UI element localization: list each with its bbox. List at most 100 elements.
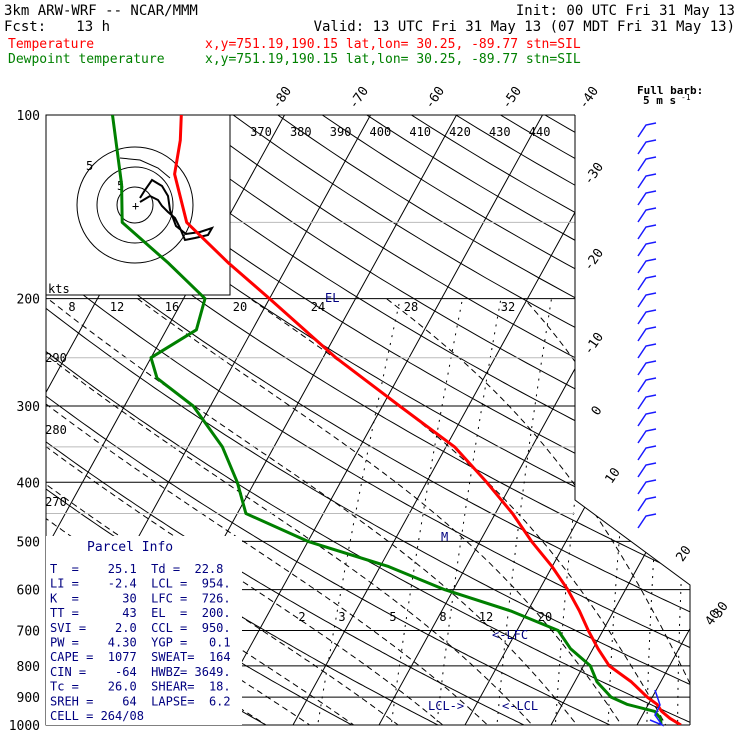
mixing-ratio-label: 20 [538,610,552,624]
parcel-info-row: TT = 43 EL = 200. [50,606,231,620]
isotherm-label: -20 [581,246,607,274]
wind-barbs [637,122,665,727]
dry-adiabat [46,115,690,725]
wind-key-title: Full barb: [637,84,703,97]
isotherm-label: 0 [589,403,606,418]
mixing-ratio-label: 24 [311,300,325,314]
mixing-ratio-line [554,298,601,725]
isotherm [199,115,551,725]
mixing-ratio-line [646,298,677,725]
mixing-ratio-label: 8 [68,300,75,314]
pressure-tick-label: 900 [17,691,40,706]
wind-barb [637,224,657,240]
wind-barb [637,428,657,444]
wind-key-value: 5 m s [643,94,676,107]
wind-barb [637,292,657,308]
plot-frame [574,115,691,725]
wind-barb [637,190,657,206]
dry-adiabat [46,115,639,725]
isotherm-label: 30 [710,599,731,620]
mixing-ratio-line [495,298,552,725]
moist-adiabat [46,298,502,725]
dry-adiabat [46,115,551,725]
wind-barb [637,326,657,342]
theta-label: 290 [45,351,67,365]
wind-barb [637,207,657,223]
wind-key-exponent: -1 [681,93,691,102]
parcel-info-row: PW = 4.30 YGP = 0.1 [50,636,231,650]
mixing-ratio-line [389,298,463,725]
isotherm [285,115,637,725]
dry-adiabat [46,115,690,725]
parcel-info-box: Parcel Info T = 25.1 Td = 22.8LI = -2.4 … [46,536,242,725]
mixing-ratio-label: 20 [233,300,247,314]
mixing-ratio-line [725,299,740,738]
theta-label: 380 [290,125,312,139]
dry-adiabat [46,115,690,725]
parcel-info-row: Tc = 26.0 SHEAR= 18. [50,680,231,694]
wind-barb [637,411,657,427]
parcel-info-row: CAPE = 1077 SWEAT= 164 [50,650,231,664]
parcel-info-row: K = 30 LFC = 726. [50,591,231,605]
theta-label: 280 [45,423,67,437]
dry-adiabat [46,115,690,725]
dry-adiabat [46,115,690,725]
pressure-tick-label: 1000 [9,719,40,734]
dry-adiabat [126,115,690,725]
dry-adiabat [82,115,690,725]
moist-adiabat [137,298,631,725]
isotherm-label: 10 [602,465,623,486]
dry-adiabat [214,115,690,725]
isotherm [46,115,293,725]
temperature-line [173,115,682,725]
wind-barb [637,377,657,393]
mixing-ratio-line [703,299,723,738]
annotation-lcl-right: <-LCL [502,699,538,713]
legend-dewpoint-name: Dewpoint temperature [8,52,165,67]
legend-temperature-name: Temperature [8,37,94,52]
annotation-el: EL [325,291,339,305]
hodograph-origin: + [132,199,139,213]
mixing-ratio-line [315,298,401,725]
wind-barb [637,479,657,495]
wind-barb [637,122,657,138]
hodograph-trace [139,178,215,242]
wind-barb [637,360,657,376]
wind-barb [637,275,657,291]
hodograph-units: kts [48,282,70,296]
isotherm [0,101,34,738]
theta-label: 430 [489,125,511,139]
wind-barb [637,496,657,512]
forecast-label: Fcst: [4,19,46,35]
forecast-hour: 13 h [76,19,110,35]
pressure-tick-label: 200 [17,293,40,308]
wind-barb [637,156,657,172]
moist-adiabat [46,298,459,725]
dry-adiabat [477,115,690,725]
pressure-tick-label: 400 [17,476,40,491]
moist-adiabat [386,298,690,725]
legend-dewpoint-location: x,y=751.19,190.15 lat,lon= 30.25, -89.77… [205,52,581,67]
parcel-info-row: CELL = 264/08 [50,709,144,723]
isotherm-label: -50 [499,84,525,112]
mixing-ratio-label: 16 [165,300,179,314]
hodograph-ring-label: 5 [86,159,93,173]
mixing-ratio-label: 2 [298,610,305,624]
dry-adiabat [46,115,690,725]
sounding-profiles [111,115,682,725]
isotherm-label: -80 [269,84,295,112]
annotation-lcl-left: LCL-> [428,699,464,713]
wind-barb [637,462,657,478]
mixing-ratio-line [607,298,645,725]
theta-label: 270 [45,495,67,509]
legend-temperature-location: x,y=751.19,190.15 lat,lon= 30.25, -89.77… [205,37,581,52]
annotation-m: M [441,530,448,544]
mixing-ratio-label: 28 [404,300,418,314]
annotation-lfc: <-LFC [492,628,528,642]
wind-barb [637,445,657,461]
mixing-ratio-label: 5 [389,610,396,624]
pressure-tick-label: 500 [17,535,40,550]
moist-adiabat [634,298,690,725]
dry-adiabat [346,115,690,725]
